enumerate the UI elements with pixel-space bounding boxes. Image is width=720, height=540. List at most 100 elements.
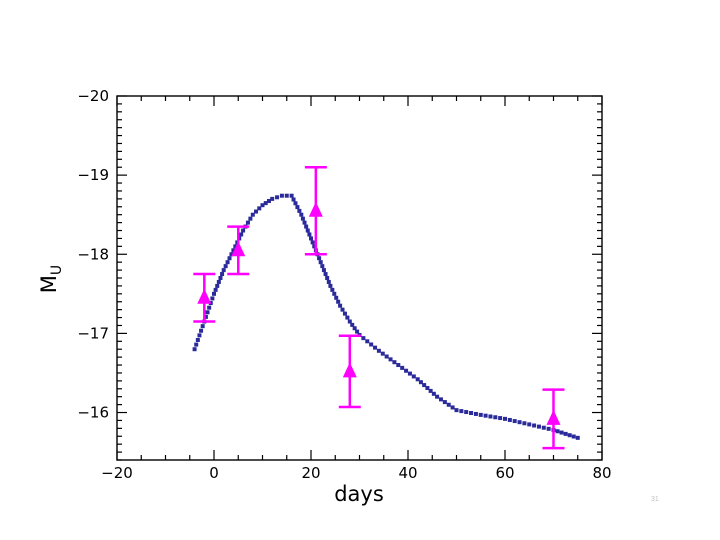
curve-dot (418, 380, 423, 385)
curve-dot (203, 314, 208, 319)
curve-dot (345, 315, 350, 320)
x-tick-label: 0 (209, 464, 219, 482)
curve-dot (312, 244, 317, 249)
y-tick-label: −18 (77, 245, 109, 263)
curve-dot (464, 410, 469, 415)
slide-number: 31 (651, 496, 659, 503)
curve-dot (334, 295, 339, 300)
curve-dot (407, 371, 412, 376)
curve-dot (200, 324, 205, 329)
curve-dot (275, 195, 280, 200)
curve-dot (223, 264, 228, 269)
curve-dot (332, 291, 337, 296)
curve-dot (210, 296, 215, 301)
curve-dot (245, 220, 250, 225)
curve-dot (297, 208, 302, 213)
x-tick-label: 60 (495, 464, 514, 482)
x-tick-label: 20 (301, 464, 320, 482)
triangle-marker (342, 362, 357, 378)
curve-dot (373, 345, 378, 350)
curve-dot (233, 244, 238, 249)
curve-dot (469, 410, 474, 415)
curve-dot (221, 268, 226, 273)
curve-dot (425, 385, 430, 390)
curve-dot (527, 422, 532, 427)
curve-dot (199, 328, 204, 333)
curve-dot (438, 397, 443, 402)
curve-dot (546, 426, 551, 431)
curve-dot (352, 326, 357, 331)
curve-dot (483, 413, 488, 418)
curve-dot (320, 264, 325, 269)
curve-dot (384, 354, 389, 359)
curve-dot (318, 260, 323, 265)
curve-dot (503, 416, 507, 421)
curve-dot (279, 193, 284, 198)
curve-dot (321, 268, 326, 273)
curve-dot (284, 193, 289, 198)
curve-dot (376, 348, 381, 353)
curve-dot (478, 412, 483, 417)
curve-dot (326, 279, 331, 284)
triangle-marker (546, 409, 561, 425)
curve-dot (512, 419, 517, 424)
curve-dot (304, 224, 309, 229)
curve-dot (396, 363, 401, 368)
curve-dot (302, 220, 307, 225)
model-curve (192, 193, 580, 440)
curve-dot (411, 374, 416, 379)
curve-dot (231, 248, 236, 253)
svg-text:MU: MU (37, 265, 65, 293)
curve-dot (225, 260, 230, 265)
data-point (542, 388, 565, 450)
y-tick-label: −17 (77, 324, 109, 342)
curve-dot (392, 360, 397, 365)
y-axis-title-sub: U (49, 265, 65, 275)
x-tick-label: 40 (398, 464, 417, 482)
curve-dot (350, 322, 355, 327)
curve-dot (293, 201, 298, 206)
y-tick-label: −20 (77, 87, 109, 105)
observed-points (193, 165, 565, 450)
curve-dot (207, 305, 212, 310)
curve-dot (575, 435, 580, 440)
curve-dot (263, 201, 268, 206)
curve-dot (435, 394, 440, 399)
curve-dot (450, 405, 455, 410)
curve-dot (498, 416, 503, 421)
curve-dot (254, 209, 259, 214)
y-tick-label: −19 (77, 166, 109, 184)
curve-dot (330, 287, 335, 292)
curve-dot (571, 434, 576, 439)
curve-dot (248, 216, 253, 221)
curve-dot (328, 283, 333, 288)
curve-dot (197, 333, 202, 338)
curve-dot (446, 402, 451, 407)
axis-ticks: −20 0 20 40 60 80 −20 −19 −18 −17 −16 (77, 87, 611, 482)
curve-dot (369, 342, 374, 347)
curve-dot (493, 415, 498, 420)
curve-dot (250, 212, 255, 217)
curve-dot (192, 347, 197, 352)
data-point (304, 165, 327, 256)
curve-dot (212, 291, 216, 296)
curve-dot (289, 193, 294, 198)
data-point (227, 225, 250, 276)
curve-dot (380, 351, 385, 356)
curve-dot (241, 228, 246, 233)
curve-dot (361, 336, 366, 341)
curve-dot (388, 357, 393, 362)
curve-dot (299, 212, 304, 217)
curve-dot (567, 433, 572, 438)
curve-dot (400, 365, 405, 370)
curve-dot (218, 276, 223, 280)
y-axis-title-main: M (37, 275, 61, 293)
plot-frame (116, 95, 603, 461)
curve-dot (300, 216, 305, 221)
curve-dot (310, 240, 315, 245)
data-point (193, 272, 216, 323)
curve-dot (220, 272, 225, 277)
curve-dot (305, 228, 310, 233)
curve-dot (340, 307, 345, 312)
